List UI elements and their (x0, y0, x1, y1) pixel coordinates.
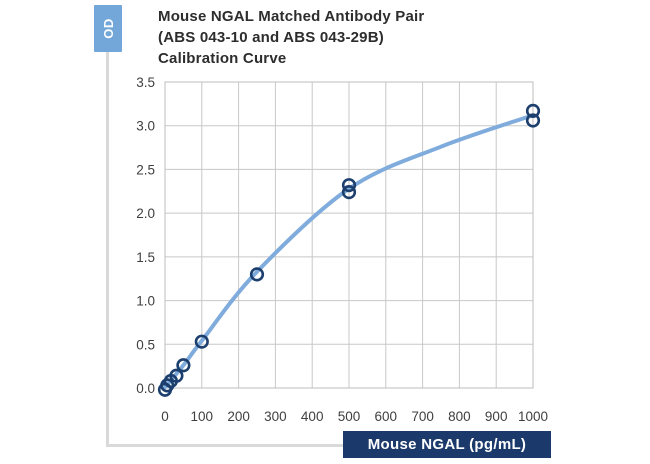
data-point (341, 178, 357, 193)
plot-border (164, 81, 534, 389)
data-point (194, 334, 209, 349)
frame-left-line (106, 52, 109, 447)
x-tick-label: 900 (485, 409, 508, 424)
data-point (169, 368, 184, 383)
calibration-curve-line (163, 113, 535, 390)
data-point (525, 113, 541, 128)
chart-title-line-3: Calibration Curve (158, 50, 287, 67)
chart-title: Mouse NGAL Matched Antibody Pair (ABS 04… (158, 6, 578, 69)
chart-title-line-1: Mouse NGAL Matched Antibody Pair (158, 8, 425, 25)
data-point (176, 358, 191, 373)
y-tick-label: 3.5 (136, 75, 155, 90)
x-tick-label: 200 (227, 409, 250, 424)
x-tick-label: 600 (375, 409, 398, 424)
y-axis-label-box: OD (94, 5, 122, 52)
x-tick-labels: 0 100 200 300 400 500 600 700 800 900 1000 (161, 409, 548, 424)
y-tick-label: 2.5 (136, 162, 155, 177)
x-tick-label: 800 (448, 409, 471, 424)
frame-bottom-line (106, 444, 344, 447)
y-tick-label: 3.0 (136, 119, 155, 134)
y-tick-label: 0.5 (136, 337, 155, 352)
x-tick-label: 100 (191, 409, 214, 424)
plot-grid (164, 81, 534, 389)
x-tick-label: 300 (264, 409, 287, 424)
chart-title-line-2: (ABS 043-10 and ABS 043-29B) (158, 29, 384, 46)
y-tick-label: 2.0 (136, 206, 155, 221)
y-tick-label: 0.0 (136, 381, 155, 396)
x-tick-label: 700 (411, 409, 434, 424)
x-axis-label-box: Mouse NGAL (pg/mL) (343, 431, 551, 458)
y-tick-label: 1.5 (136, 250, 155, 265)
y-axis-label: OD (100, 18, 116, 39)
y-tick-labels: 0.0 0.5 1.0 1.5 2.0 2.5 3.0 3.5 (136, 75, 155, 396)
x-tick-label: 1000 (518, 409, 548, 424)
x-tick-label: 400 (301, 409, 324, 424)
x-tick-label: 0 (161, 409, 169, 424)
data-points (157, 103, 541, 397)
data-point (525, 103, 541, 118)
x-axis-label: Mouse NGAL (pg/mL) (367, 436, 527, 453)
y-tick-label: 1.0 (136, 294, 155, 309)
x-tick-label: 500 (338, 409, 361, 424)
data-point (341, 185, 357, 200)
data-point (249, 267, 265, 282)
